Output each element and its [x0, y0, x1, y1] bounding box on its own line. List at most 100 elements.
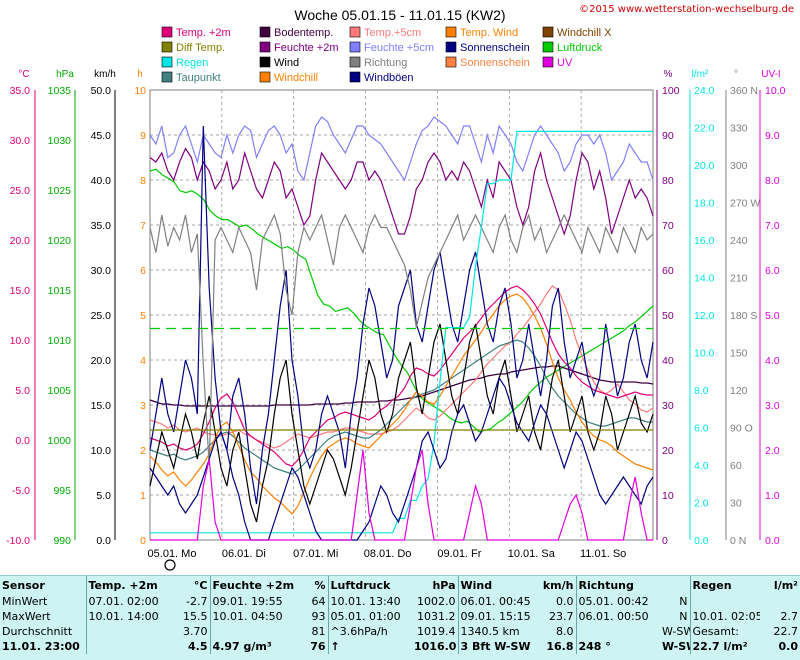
copyright-text: ©2015 www.wetterstation-wechselburg.de — [579, 4, 794, 15]
series-line-regen — [150, 130, 653, 534]
tick-label-temp: 20.0 — [10, 235, 31, 247]
legend-swatch — [161, 41, 173, 53]
tick-label-temp: 15.0 — [10, 285, 31, 297]
stats-cell — [575, 624, 660, 639]
stats-cell: 8.0 — [556, 625, 574, 638]
tick-label-pressure: 995 — [53, 485, 71, 497]
tick-label-direction: 300 — [730, 160, 748, 172]
series — [149, 116, 654, 541]
legend-label: Temp. +2m — [176, 27, 231, 39]
stats-cell: 09.01. 19:55 — [209, 594, 294, 609]
tick-label-rain: 0.0 — [694, 535, 709, 547]
stats-header-cell — [660, 576, 690, 594]
tick-label-rain: 24.0 — [694, 85, 715, 97]
tick-label-uv: 9.0 — [765, 130, 780, 142]
tick-label-wind: 30.0 — [91, 265, 112, 277]
series-line-feuchte-5cm — [149, 116, 654, 182]
stats-cell: 06.01. 00:45 — [457, 594, 538, 609]
stats-header-cell: °C — [193, 578, 208, 592]
axis-unit-rain: l/m² — [692, 69, 709, 80]
weather-chart: Woche 05.01.15 - 11.01.15 (KW2) Temp. +2… — [6, 7, 786, 571]
tick-label-wind: 0.0 — [96, 535, 111, 547]
stats-cell: 16.8 — [546, 640, 574, 653]
tick-label-humidity: 20 — [662, 445, 674, 457]
stats-cell: N — [679, 610, 688, 623]
tick-label-pressure: 1035 — [48, 85, 72, 97]
axis-unit-uv: UV-I — [761, 69, 780, 80]
tick-label-humidity: 30 — [662, 400, 674, 412]
stats-cell: 3.70 — [183, 625, 208, 638]
stats-cell: W-SW — [662, 640, 690, 653]
stats-cell — [85, 639, 172, 654]
stats-cell: 23.7 — [549, 610, 574, 623]
legend-label: Luftdruck — [557, 42, 603, 54]
stats-header-cell: Luftdruck — [327, 576, 412, 594]
tick-label-sun: 8 — [140, 175, 146, 187]
tick-label-uv: 2.0 — [765, 445, 780, 457]
legend-label: Feuchte +5cm — [364, 42, 434, 54]
legend-swatch — [259, 56, 271, 68]
tick-label-pressure: 1015 — [48, 285, 72, 297]
stats-table: Sensor Temp. +2m °C Feuchte +2m% Luftdruck hP… — [0, 576, 800, 654]
tick-label-direction: 240 — [730, 235, 748, 247]
tick-label-rain: 18.0 — [694, 198, 715, 210]
tick-label-rain: 22.0 — [694, 123, 715, 135]
tick-label-wind: 15.0 — [91, 400, 112, 412]
legend-label: Taupunkt — [176, 72, 221, 84]
x-tick-label: 06.01. Di — [222, 548, 266, 560]
tick-label-direction: 30 — [730, 498, 742, 510]
tick-label-direction: 360 N — [730, 85, 758, 97]
tick-label-pressure: 990 — [53, 535, 71, 547]
axis-unit-direction: ° — [734, 69, 738, 80]
stats-cell: 10.01. 13:40 — [327, 594, 412, 609]
legend-swatch — [259, 41, 271, 53]
x-tick-label: 10.01. Sa — [508, 548, 556, 560]
legend: Temp. +2m Bodentemp. Temp.+5cm Temp. Wind Wi… — [161, 26, 612, 84]
stats-cell: 07.01. 02:00 — [85, 594, 172, 609]
series-line-luftdruck — [149, 168, 654, 433]
legend-swatch — [349, 56, 361, 68]
legend-label: Sonnenschein — [460, 57, 530, 69]
series-line-wind — [149, 323, 654, 523]
tick-label-uv: 3.0 — [765, 400, 780, 412]
chart-title: Woche 05.01.15 - 11.01.15 (KW2) — [294, 7, 505, 23]
stats-cell: 81 — [311, 625, 326, 638]
stats-cell: Durchschnitt — [2, 625, 73, 638]
tick-label-wind: 45.0 — [91, 130, 112, 142]
legend-swatch — [445, 56, 457, 68]
stats-cell: ^3.6hPa/h — [327, 624, 412, 639]
series-line-taupunkt — [149, 339, 653, 475]
stats-header-cell: Feuchte +2m — [209, 576, 294, 594]
stats-cell: -2.7 — [186, 595, 208, 608]
tick-label-direction: 60 — [730, 460, 742, 472]
tick-label-direction: 330 — [730, 123, 748, 135]
tick-label-pressure: 1000 — [48, 435, 72, 447]
tick-label-rain: 4.0 — [694, 460, 709, 472]
series-line-feuchte-2m — [149, 147, 654, 236]
tick-label-rain: 10.0 — [694, 348, 715, 360]
tick-label-rain: 14.0 — [694, 273, 715, 285]
stats-row: MaxWert 10.01. 14:00 15.5 10.01. 04:50 93 05.… — [0, 609, 800, 624]
tick-label-uv: 5.0 — [765, 310, 780, 322]
stats-cell: 10.01. 14:00 — [85, 609, 172, 624]
tick-label-rain: 20.0 — [694, 160, 715, 172]
tick-label-direction: 180 S — [730, 310, 757, 322]
stats-cell: 64 — [311, 595, 326, 608]
stats-cell — [689, 594, 760, 609]
stats-cell: W-SW — [662, 625, 690, 638]
tick-label-humidity: 90 — [662, 130, 674, 142]
legend-label: Temp.+5cm — [364, 27, 421, 39]
stats-panel: Sensor Temp. +2m °C Feuchte +2m% Luftdruck hP… — [0, 575, 800, 660]
axis-unit-humidity: % — [664, 69, 673, 80]
legend-label: Wind — [274, 57, 299, 69]
axes: °C35.030.025.020.015.010.05.00.0-5.0-10.… — [6, 69, 786, 547]
stats-header-cell: Richtung — [575, 576, 660, 594]
stats-row: Durchschnitt 3.70 81 ^3.6hPa/h 1019.4 1340.5 … — [0, 624, 800, 639]
tick-label-sun: 9 — [140, 130, 146, 142]
stats-cell: 1340.5 km — [457, 624, 538, 639]
stats-cell: 1002.0 — [417, 595, 456, 608]
legend-swatch — [349, 26, 361, 38]
legend-label: Diff Temp. — [176, 42, 225, 54]
tick-label-sun: 6 — [140, 265, 146, 277]
stats-cell: 22.7 l/m² — [689, 639, 760, 654]
